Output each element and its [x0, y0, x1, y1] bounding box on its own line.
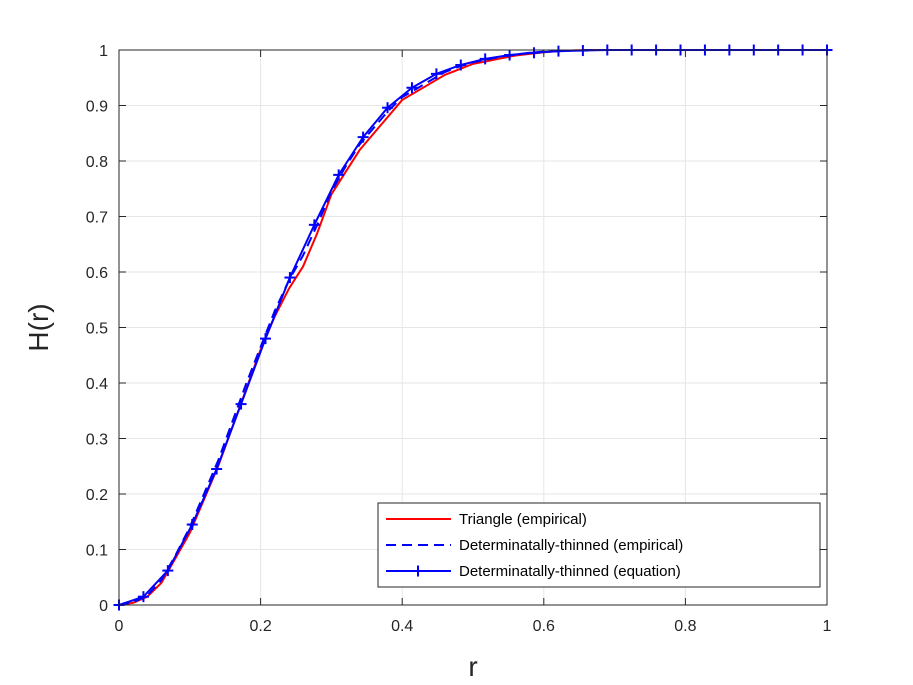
- data-point: [455, 59, 467, 71]
- y-tick-label: 0.5: [86, 321, 108, 338]
- data-point: [137, 591, 149, 603]
- legend: Triangle (empirical) Determinatally-thinn…: [377, 502, 821, 588]
- data-point: [577, 45, 589, 57]
- data-point: [479, 53, 491, 65]
- y-tick-label: 0.2: [86, 487, 108, 504]
- data-point: [284, 272, 296, 284]
- x-tick-label: 0.8: [674, 618, 696, 635]
- legend-item: Triangle (empirical): [386, 511, 587, 528]
- y-tick-label: 0.1: [86, 543, 108, 560]
- y-tick-label: 1: [99, 43, 108, 60]
- data-point: [430, 68, 442, 80]
- x-axis-title: r: [468, 651, 477, 682]
- y-tick-label: 0.7: [86, 210, 108, 227]
- legend-item: Determinatally-thinned (equation): [386, 563, 681, 580]
- x-tick-label: 0.6: [533, 618, 555, 635]
- data-point: [528, 47, 540, 59]
- data-point: [235, 398, 247, 410]
- legend-label: Determinatally-thinned (equation): [459, 563, 681, 580]
- y-tick-label: 0.9: [86, 99, 108, 116]
- x-tick-label: 0.2: [249, 618, 271, 635]
- y-tick-label: 0.6: [86, 265, 108, 282]
- data-point: [382, 102, 394, 114]
- data-point: [186, 519, 198, 531]
- data-point: [259, 333, 271, 345]
- data-point: [211, 463, 223, 475]
- y-tick-label: 0: [99, 598, 108, 615]
- x-tick-label: 0: [115, 618, 124, 635]
- data-point: [333, 169, 345, 181]
- x-tick-label: 0.4: [391, 618, 413, 635]
- axis-ticks: 0 0.2 0.4 0.6 0.8 1 0 0.1 0.2 0.3 0.4 0.5 0.6 0.7 0.8 0…: [86, 43, 832, 635]
- data-point: [406, 82, 418, 94]
- legend-label: Triangle (empirical): [459, 511, 587, 528]
- legend-box: [377, 502, 821, 588]
- y-axis-title: H(r): [23, 303, 54, 351]
- x-tick-label: 1: [823, 618, 832, 635]
- y-tick-label: 0.3: [86, 432, 108, 449]
- data-point: [308, 219, 320, 231]
- legend-item: Determinatally-thinned (empirical): [386, 537, 683, 554]
- legend-label: Determinatally-thinned (empirical): [459, 537, 683, 554]
- data-point: [552, 45, 564, 57]
- y-tick-label: 0.8: [86, 154, 108, 171]
- grid-lines: [118, 49, 828, 606]
- y-tick-label: 0.4: [86, 376, 108, 393]
- data-point: [162, 565, 174, 577]
- data-point: [504, 49, 516, 61]
- data-point: [357, 131, 369, 143]
